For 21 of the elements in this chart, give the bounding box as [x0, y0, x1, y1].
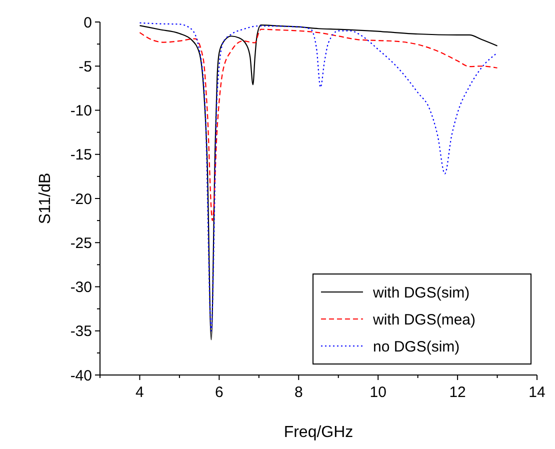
x-tick-label: 6	[215, 384, 224, 401]
legend-label: no DGS(sim)	[373, 338, 460, 356]
line-series	[139, 28, 498, 222]
y-tick-label: -40	[70, 367, 92, 384]
x-tick-label: 8	[294, 384, 303, 401]
y-tick-label: 0	[84, 14, 92, 32]
y-tick-label: -15	[70, 146, 92, 164]
x-tick-label: 10	[370, 384, 386, 401]
y-tick-label: -20	[70, 190, 92, 208]
legend-label: with DGS(sim)	[372, 284, 470, 302]
y-tick-label: -30	[70, 279, 92, 296]
x-tick-label: 12	[449, 384, 466, 401]
y-axis-title: S11/dB	[37, 172, 54, 224]
y-tick-label: -10	[70, 102, 92, 120]
y-tick-label: -5	[78, 58, 92, 76]
legend-label: with DGS(mea)	[372, 311, 476, 328]
x-tick-label: 14	[528, 384, 546, 401]
y-tick-label: -25	[70, 234, 92, 252]
y-tick-label: -35	[70, 323, 92, 340]
x-tick-label: 4	[136, 384, 144, 401]
x-axis-title: Freq/GHz	[284, 424, 354, 441]
